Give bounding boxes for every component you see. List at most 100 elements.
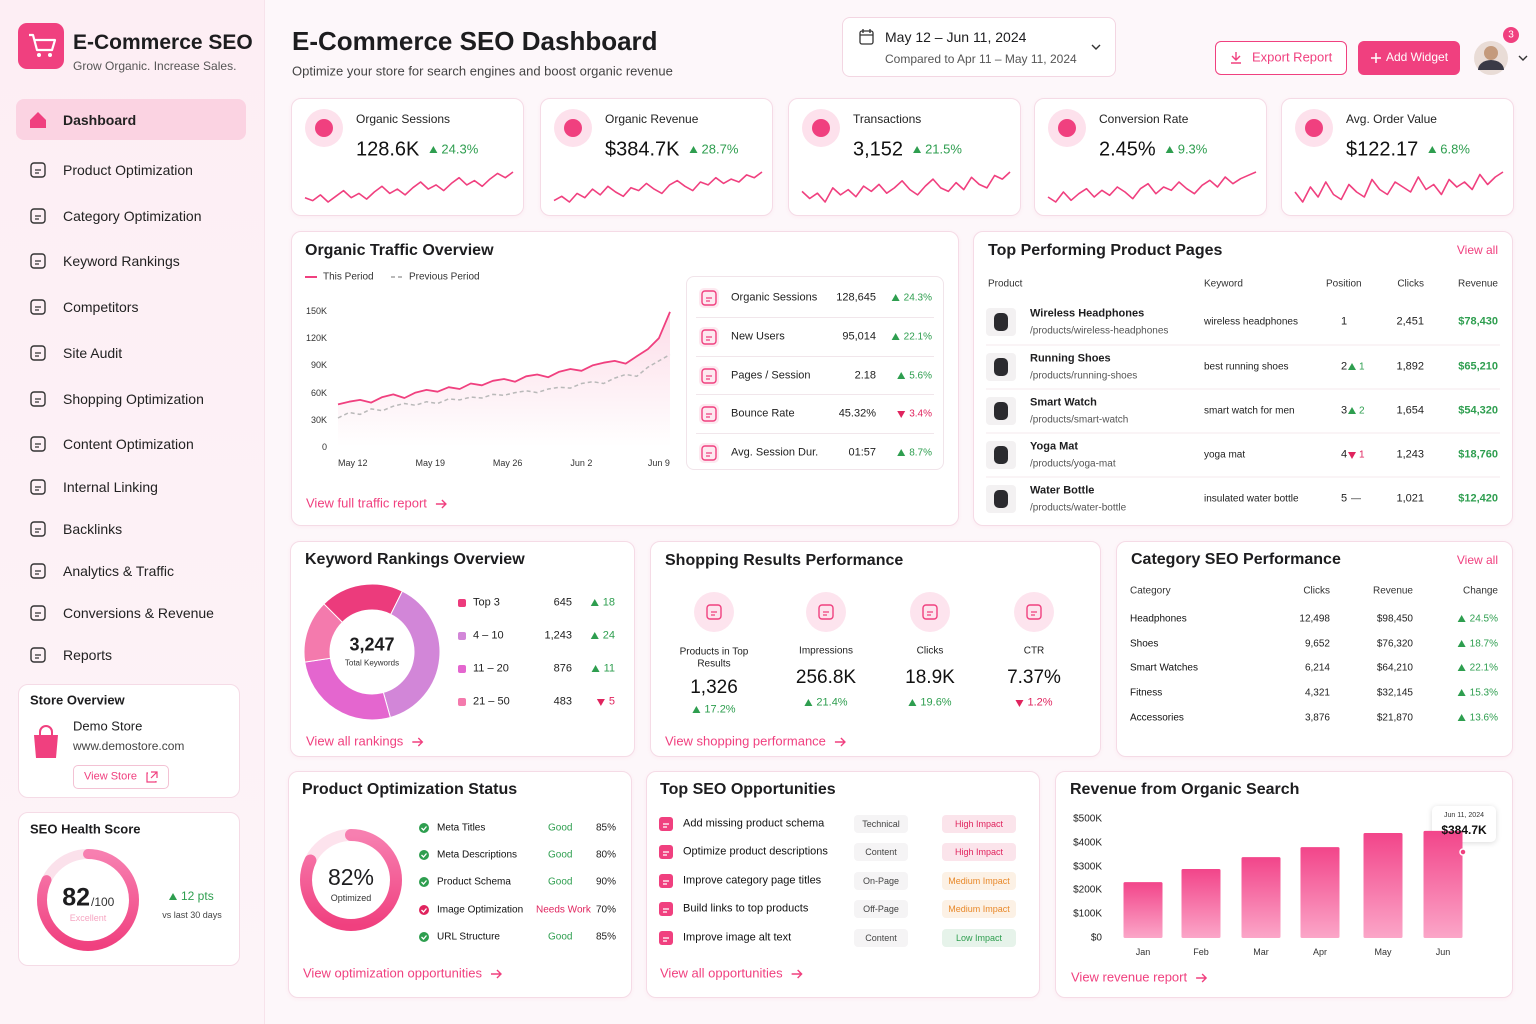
- category-clicks: 6,214: [1304, 662, 1330, 674]
- opportunity-impact: Low Impact: [955, 932, 1003, 943]
- date-range: May 12 – Jun 11, 2024: [885, 28, 1027, 45]
- optimization-value: 85%: [595, 822, 616, 834]
- product-clicks: 2,451: [1396, 315, 1424, 328]
- view-all[interactable]: View all: [1456, 553, 1498, 568]
- nav-item[interactable]: Dashboard: [63, 111, 137, 128]
- shopping-value: 1,326: [690, 677, 738, 699]
- column-header: Position: [1326, 278, 1362, 290]
- opportunity-task: Improve image alt text: [683, 931, 792, 944]
- legend-label: 21 – 50: [473, 695, 510, 708]
- change: 22.1%: [1469, 662, 1498, 674]
- column-header: Revenue: [1372, 585, 1413, 597]
- optimization-score-label: Optimized: [330, 892, 372, 903]
- nav-item[interactable]: Conversions & Revenue: [63, 604, 214, 621]
- category-name: Smart Watches: [1130, 662, 1198, 674]
- product-name: Smart Watch: [1030, 396, 1097, 409]
- nav-item[interactable]: Category Optimization: [63, 207, 202, 224]
- change: 5.6%: [909, 370, 932, 382]
- nav-item[interactable]: Competitors: [63, 298, 139, 315]
- product-keyword: smart watch for men: [1204, 405, 1295, 417]
- store-url: www.demostore.com: [73, 739, 185, 754]
- date-picker[interactable]: [842, 17, 1116, 77]
- y-tick-label: $300K: [1073, 860, 1102, 872]
- product-revenue: $78,430: [1458, 315, 1498, 328]
- change: 15.3%: [1469, 687, 1498, 699]
- link[interactable]: View shopping performance: [665, 733, 826, 749]
- metric-value: 95,014: [842, 330, 876, 343]
- column-header: Change: [1462, 585, 1498, 597]
- product-clicks: 1,243: [1396, 448, 1424, 461]
- nav-item[interactable]: Shopping Optimization: [63, 390, 204, 407]
- category-revenue: $32,145: [1376, 687, 1413, 699]
- nav-item[interactable]: Backlinks: [63, 520, 123, 537]
- kpi-value: $384.7K: [605, 138, 680, 161]
- nav-item[interactable]: Reports: [63, 646, 113, 663]
- link[interactable]: View all rankings: [306, 733, 404, 749]
- change: 8.7%: [909, 447, 932, 459]
- keyword-count: 1,243: [544, 629, 572, 642]
- nav-item[interactable]: Analytics & Traffic: [63, 562, 175, 579]
- link[interactable]: View full traffic report: [306, 495, 427, 511]
- nav-item[interactable]: Site Audit: [63, 344, 123, 361]
- keyword-total-label: Total Keywords: [344, 658, 400, 668]
- kpi-label: Transactions: [853, 112, 922, 127]
- keyword-count: 645: [553, 596, 572, 609]
- kpi-label: Conversion Rate: [1099, 112, 1189, 127]
- product-position: 3: [1340, 404, 1348, 417]
- x-tick-label: Feb: [1193, 946, 1209, 957]
- product-position: 2: [1340, 360, 1348, 373]
- shopping-label: Clicks: [916, 645, 944, 657]
- add-widget-label[interactable]: Add Widget: [1386, 50, 1449, 65]
- nav-item[interactable]: Keyword Rankings: [63, 252, 180, 269]
- link[interactable]: View optimization opportunities: [303, 965, 482, 981]
- optimization-status: Good: [548, 876, 573, 888]
- y-tick-label: $500K: [1073, 813, 1102, 825]
- view-all[interactable]: View all: [1456, 243, 1498, 258]
- nav-item[interactable]: Content Optimization: [63, 435, 194, 452]
- link[interactable]: View all opportunities: [660, 965, 783, 981]
- category-pill: [854, 900, 908, 918]
- card-title: Category SEO Performance: [1131, 550, 1341, 568]
- optimization-item: URL Structure: [437, 931, 500, 943]
- optimization-value: 70%: [595, 904, 616, 916]
- opportunity-category: Technical: [862, 818, 900, 829]
- shopping-label: Impressions: [799, 645, 853, 657]
- product-path: /products/smart-watch: [1030, 414, 1129, 426]
- health-status: Excellent: [69, 912, 107, 923]
- change: 6.8%: [1440, 141, 1470, 157]
- brand-tagline: Grow Organic. Increase Sales.: [73, 59, 237, 74]
- category-revenue: $76,320: [1376, 638, 1413, 650]
- change: 21.5%: [925, 141, 962, 157]
- column-header: Clicks: [1303, 585, 1330, 597]
- opportunity-impact: High Impact: [954, 846, 1004, 857]
- change: 9.3%: [1177, 141, 1208, 157]
- nav-item[interactable]: Internal Linking: [63, 478, 158, 495]
- x-tick-label: May: [1374, 946, 1392, 957]
- date-comparison: Compared to Apr 11 – May 11, 2024: [885, 52, 1077, 67]
- link[interactable]: View revenue report: [1071, 969, 1188, 985]
- metric-value: 2.18: [854, 369, 876, 382]
- optimization-item: Image Optimization: [437, 904, 524, 916]
- change: 24.3%: [441, 141, 479, 157]
- kpi-label: Avg. Order Value: [1346, 112, 1437, 127]
- x-tick-label: May 26: [492, 457, 523, 468]
- card-title: Shopping Results Performance: [665, 551, 904, 569]
- x-tick-label: Jun 9: [647, 457, 670, 468]
- avatar-body: [1478, 60, 1504, 70]
- product-revenue: $12,420: [1458, 492, 1498, 505]
- impact-pill: [942, 872, 1016, 890]
- chevron: [1518, 55, 1528, 61]
- export-label[interactable]: Export Report: [1252, 49, 1333, 65]
- optimization-status: Good: [548, 822, 573, 834]
- opportunity-impact: Medium Impact: [948, 903, 1010, 914]
- x-tick-label: Jun: [1435, 946, 1451, 957]
- store-name: Demo Store: [73, 718, 143, 734]
- opportunity-impact: High Impact: [954, 818, 1004, 829]
- change: 17.2%: [704, 703, 736, 716]
- view-store-label[interactable]: View Store: [84, 770, 137, 783]
- y-tick-label: 60K: [310, 387, 327, 398]
- optimization-item: Meta Descriptions: [437, 849, 518, 861]
- nav-item[interactable]: Product Optimization: [63, 161, 193, 178]
- product-keyword: yoga mat: [1204, 449, 1246, 461]
- column-header: Keyword: [1204, 278, 1243, 290]
